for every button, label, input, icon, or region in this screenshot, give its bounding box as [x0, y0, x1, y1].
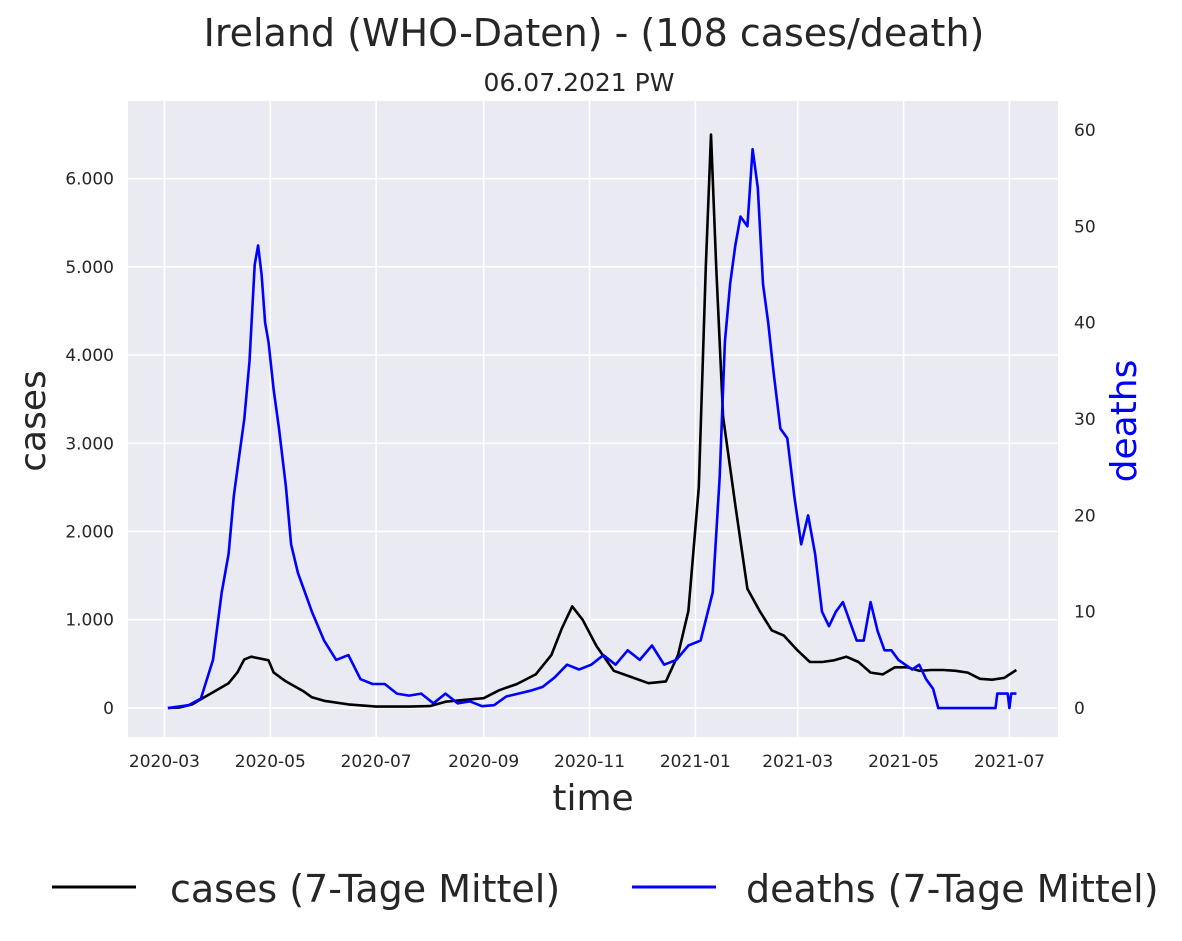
left-tick-label: 4.000	[65, 346, 114, 366]
x-tick-label: 2020-11	[554, 752, 625, 772]
right-tick-label: 0	[1074, 699, 1085, 719]
left-tick-label: 0	[103, 699, 114, 719]
right-tick-label: 30	[1074, 410, 1096, 430]
x-tick-label: 2020-09	[448, 752, 519, 772]
x-tick-label: 2020-05	[235, 752, 306, 772]
x-tick-label: 2020-03	[129, 752, 200, 772]
left-tick-label: 1.000	[65, 611, 114, 631]
right-tick-label: 50	[1074, 217, 1096, 237]
chart-subtitle: 06.07.2021 PW	[484, 68, 675, 97]
x-tick-label: 2021-05	[868, 752, 939, 772]
legend-deaths-label: deaths (7-Tage Mittel)	[746, 867, 1159, 911]
left-tick-label: 3.000	[65, 434, 114, 454]
x-axis-ticks: 2020-03 2020-05 2020-07 2020-09 2020-11 2021-…	[129, 752, 1045, 772]
right-axis-label: deaths	[1104, 360, 1145, 483]
x-tick-label: 2021-03	[762, 752, 833, 772]
legend-cases-label: cases (7-Tage Mittel)	[170, 867, 560, 911]
series-lines	[167, 133, 1018, 710]
left-axis-label: cases	[13, 370, 54, 472]
x-tick-label: 2021-01	[660, 752, 731, 772]
left-tick-label: 6.000	[65, 170, 114, 190]
right-tick-label: 60	[1074, 121, 1096, 141]
cases-line	[167, 133, 1018, 710]
right-tick-label: 20	[1074, 506, 1096, 526]
right-axis-ticks: 0 10 20 30 40 50 60	[1074, 121, 1096, 719]
right-tick-label: 40	[1074, 314, 1096, 334]
right-tick-label: 10	[1074, 603, 1096, 623]
left-tick-label: 2.000	[65, 522, 114, 542]
chart-title: Ireland (WHO-Daten) - (108 cases/death)	[204, 11, 985, 55]
x-axis-label: time	[552, 778, 633, 819]
x-tick-label: 2020-07	[341, 752, 412, 772]
legend: cases (7-Tage Mittel) deaths (7-Tage Mit…	[52, 867, 1159, 911]
left-axis-ticks: 0 1.000 2.000 3.000 4.000 5.000 6.000	[65, 170, 114, 719]
x-tick-label: 2021-07	[974, 752, 1045, 772]
deaths-line	[167, 147, 1017, 710]
left-tick-label: 5.000	[65, 258, 114, 278]
grid-lines	[128, 101, 1058, 737]
